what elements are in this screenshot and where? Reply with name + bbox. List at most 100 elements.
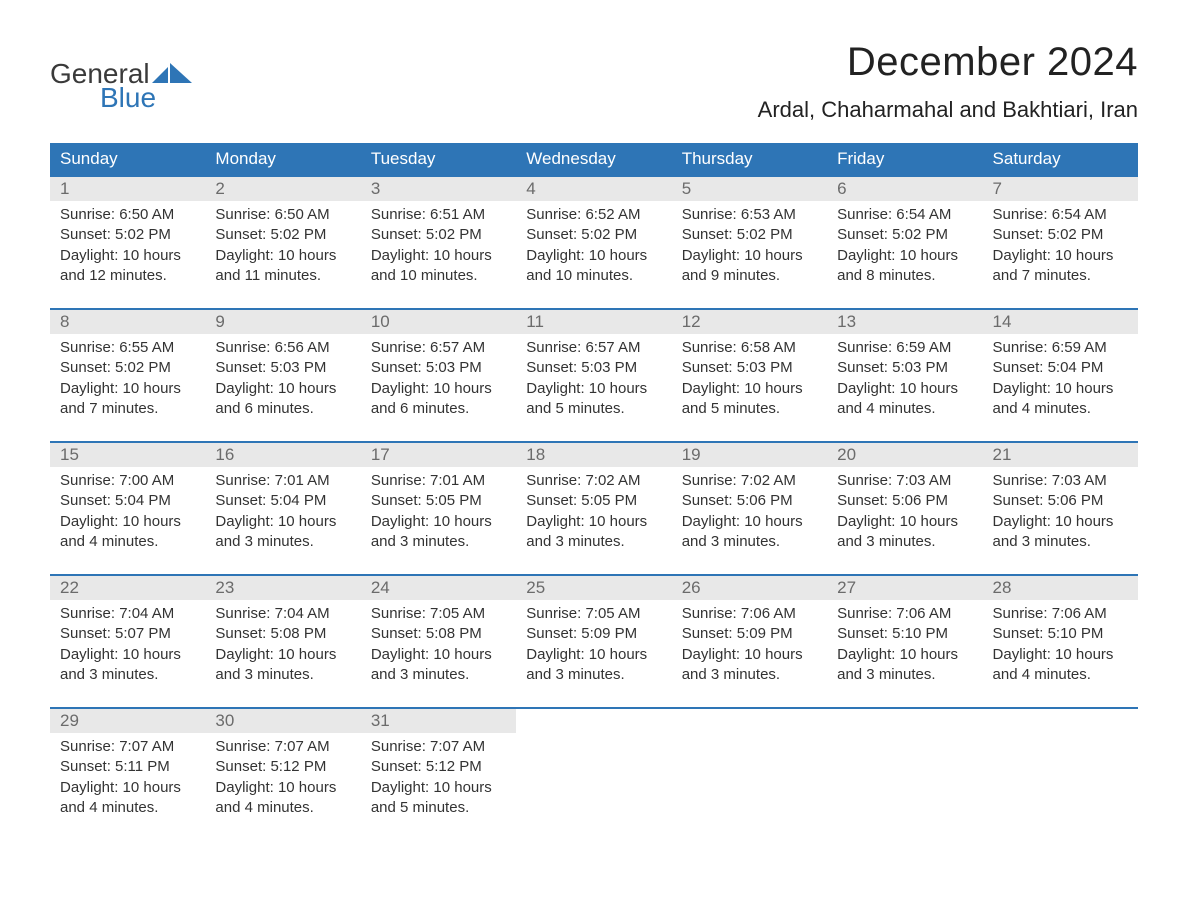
sunrise-line: Sunrise: 6:59 AM — [837, 338, 972, 358]
day-cell-18: 18Sunrise: 7:02 AMSunset: 5:05 PMDayligh… — [516, 442, 671, 575]
sunrise-line: Sunrise: 7:00 AM — [60, 471, 195, 491]
daylight-line: Daylight: 10 hours and 4 minutes. — [60, 512, 195, 553]
sunset-line: Sunset: 5:12 PM — [371, 757, 506, 777]
day-details: Sunrise: 7:06 AMSunset: 5:10 PMDaylight:… — [827, 600, 982, 707]
header: General Blue December 2024 Ardal, Chahar… — [50, 40, 1138, 137]
daylight-line: Daylight: 10 hours and 3 minutes. — [837, 512, 972, 553]
daylight-line: Daylight: 10 hours and 3 minutes. — [526, 645, 661, 686]
daylight-line: Daylight: 10 hours and 7 minutes. — [993, 246, 1128, 287]
day-details: Sunrise: 7:03 AMSunset: 5:06 PMDaylight:… — [983, 467, 1138, 574]
day-details: Sunrise: 7:00 AMSunset: 5:04 PMDaylight:… — [50, 467, 205, 574]
sunset-line: Sunset: 5:06 PM — [682, 491, 817, 511]
sunset-line: Sunset: 5:04 PM — [993, 358, 1128, 378]
day-details: Sunrise: 6:58 AMSunset: 5:03 PMDaylight:… — [672, 334, 827, 441]
day-details: Sunrise: 7:07 AMSunset: 5:11 PMDaylight:… — [50, 733, 205, 840]
daylight-line: Daylight: 10 hours and 9 minutes. — [682, 246, 817, 287]
calendar-row: 15Sunrise: 7:00 AMSunset: 5:04 PMDayligh… — [50, 442, 1138, 575]
day-details: Sunrise: 6:50 AMSunset: 5:02 PMDaylight:… — [50, 201, 205, 308]
sunset-line: Sunset: 5:08 PM — [371, 624, 506, 644]
sunrise-line: Sunrise: 7:01 AM — [371, 471, 506, 491]
day-cell-13: 13Sunrise: 6:59 AMSunset: 5:03 PMDayligh… — [827, 309, 982, 442]
daylight-line: Daylight: 10 hours and 6 minutes. — [215, 379, 350, 420]
daylight-line: Daylight: 10 hours and 4 minutes. — [837, 379, 972, 420]
weekday-header-row: SundayMondayTuesdayWednesdayThursdayFrid… — [50, 143, 1138, 176]
sunset-line: Sunset: 5:03 PM — [215, 358, 350, 378]
sunrise-line: Sunrise: 7:04 AM — [60, 604, 195, 624]
calendar-row: 8Sunrise: 6:55 AMSunset: 5:02 PMDaylight… — [50, 309, 1138, 442]
day-number: 18 — [516, 443, 671, 467]
sunset-line: Sunset: 5:10 PM — [837, 624, 972, 644]
location-text: Ardal, Chaharmahal and Bakhtiari, Iran — [758, 97, 1138, 123]
sunset-line: Sunset: 5:02 PM — [371, 225, 506, 245]
day-number: 4 — [516, 177, 671, 201]
day-details: Sunrise: 7:05 AMSunset: 5:08 PMDaylight:… — [361, 600, 516, 707]
day-cell-14: 14Sunrise: 6:59 AMSunset: 5:04 PMDayligh… — [983, 309, 1138, 442]
calendar-row: 29Sunrise: 7:07 AMSunset: 5:11 PMDayligh… — [50, 708, 1138, 840]
day-details: Sunrise: 7:01 AMSunset: 5:05 PMDaylight:… — [361, 467, 516, 574]
day-cell-10: 10Sunrise: 6:57 AMSunset: 5:03 PMDayligh… — [361, 309, 516, 442]
sunset-line: Sunset: 5:10 PM — [993, 624, 1128, 644]
day-cell-16: 16Sunrise: 7:01 AMSunset: 5:04 PMDayligh… — [205, 442, 360, 575]
sunset-line: Sunset: 5:02 PM — [837, 225, 972, 245]
empty-cell — [983, 708, 1138, 840]
calendar-row: 1Sunrise: 6:50 AMSunset: 5:02 PMDaylight… — [50, 176, 1138, 309]
daylight-line: Daylight: 10 hours and 3 minutes. — [215, 512, 350, 553]
sunrise-line: Sunrise: 7:07 AM — [60, 737, 195, 757]
sunset-line: Sunset: 5:02 PM — [60, 225, 195, 245]
sunset-line: Sunset: 5:03 PM — [682, 358, 817, 378]
daylight-line: Daylight: 10 hours and 3 minutes. — [682, 512, 817, 553]
sunrise-line: Sunrise: 6:53 AM — [682, 205, 817, 225]
sunrise-line: Sunrise: 7:01 AM — [215, 471, 350, 491]
empty-cell — [516, 708, 671, 840]
day-number: 29 — [50, 709, 205, 733]
day-cell-30: 30Sunrise: 7:07 AMSunset: 5:12 PMDayligh… — [205, 708, 360, 840]
day-number: 2 — [205, 177, 360, 201]
day-number: 20 — [827, 443, 982, 467]
sunset-line: Sunset: 5:02 PM — [215, 225, 350, 245]
day-cell-5: 5Sunrise: 6:53 AMSunset: 5:02 PMDaylight… — [672, 176, 827, 309]
sunrise-line: Sunrise: 7:06 AM — [993, 604, 1128, 624]
daylight-line: Daylight: 10 hours and 4 minutes. — [993, 379, 1128, 420]
sunrise-line: Sunrise: 7:06 AM — [682, 604, 817, 624]
day-details: Sunrise: 6:59 AMSunset: 5:03 PMDaylight:… — [827, 334, 982, 441]
day-cell-11: 11Sunrise: 6:57 AMSunset: 5:03 PMDayligh… — [516, 309, 671, 442]
day-cell-29: 29Sunrise: 7:07 AMSunset: 5:11 PMDayligh… — [50, 708, 205, 840]
sunset-line: Sunset: 5:09 PM — [682, 624, 817, 644]
sunset-line: Sunset: 5:05 PM — [526, 491, 661, 511]
sunset-line: Sunset: 5:03 PM — [837, 358, 972, 378]
day-details: Sunrise: 6:59 AMSunset: 5:04 PMDaylight:… — [983, 334, 1138, 441]
sunset-line: Sunset: 5:03 PM — [526, 358, 661, 378]
day-number: 6 — [827, 177, 982, 201]
day-cell-1: 1Sunrise: 6:50 AMSunset: 5:02 PMDaylight… — [50, 176, 205, 309]
sunrise-line: Sunrise: 6:58 AM — [682, 338, 817, 358]
sunrise-line: Sunrise: 6:54 AM — [837, 205, 972, 225]
day-details: Sunrise: 7:02 AMSunset: 5:06 PMDaylight:… — [672, 467, 827, 574]
day-number: 19 — [672, 443, 827, 467]
day-details: Sunrise: 6:51 AMSunset: 5:02 PMDaylight:… — [361, 201, 516, 308]
weekday-sunday: Sunday — [50, 143, 205, 176]
sunset-line: Sunset: 5:08 PM — [215, 624, 350, 644]
sunset-line: Sunset: 5:02 PM — [526, 225, 661, 245]
calendar-body: 1Sunrise: 6:50 AMSunset: 5:02 PMDaylight… — [50, 176, 1138, 840]
sunset-line: Sunset: 5:02 PM — [682, 225, 817, 245]
day-cell-8: 8Sunrise: 6:55 AMSunset: 5:02 PMDaylight… — [50, 309, 205, 442]
day-details: Sunrise: 7:07 AMSunset: 5:12 PMDaylight:… — [205, 733, 360, 840]
day-details: Sunrise: 7:04 AMSunset: 5:07 PMDaylight:… — [50, 600, 205, 707]
sunrise-line: Sunrise: 6:52 AM — [526, 205, 661, 225]
daylight-line: Daylight: 10 hours and 12 minutes. — [60, 246, 195, 287]
weekday-friday: Friday — [827, 143, 982, 176]
empty-cell — [672, 708, 827, 840]
daylight-line: Daylight: 10 hours and 3 minutes. — [526, 512, 661, 553]
day-cell-22: 22Sunrise: 7:04 AMSunset: 5:07 PMDayligh… — [50, 575, 205, 708]
day-cell-23: 23Sunrise: 7:04 AMSunset: 5:08 PMDayligh… — [205, 575, 360, 708]
sunrise-line: Sunrise: 7:03 AM — [837, 471, 972, 491]
day-number: 26 — [672, 576, 827, 600]
day-details: Sunrise: 6:52 AMSunset: 5:02 PMDaylight:… — [516, 201, 671, 308]
day-details: Sunrise: 7:03 AMSunset: 5:06 PMDaylight:… — [827, 467, 982, 574]
day-number: 12 — [672, 310, 827, 334]
sunrise-line: Sunrise: 6:55 AM — [60, 338, 195, 358]
day-number: 24 — [361, 576, 516, 600]
sunrise-line: Sunrise: 7:07 AM — [215, 737, 350, 757]
day-details: Sunrise: 7:06 AMSunset: 5:09 PMDaylight:… — [672, 600, 827, 707]
weekday-thursday: Thursday — [672, 143, 827, 176]
